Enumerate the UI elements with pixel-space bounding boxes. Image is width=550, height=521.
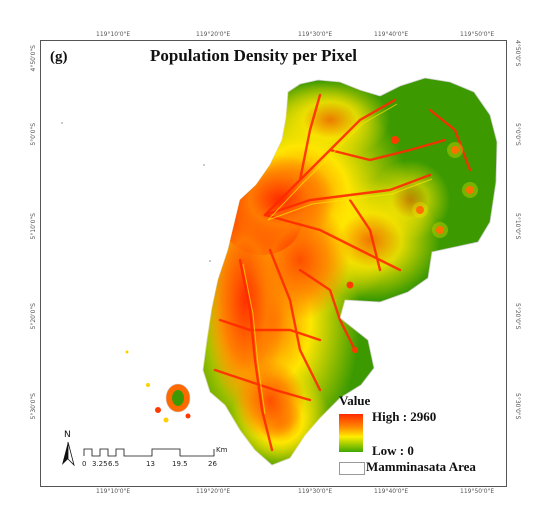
north-label: N bbox=[64, 430, 71, 440]
small-islands bbox=[61, 122, 211, 423]
bottom-tick-5: 119°50'0"E bbox=[460, 488, 495, 495]
top-tick-4: 119°40'0"E bbox=[374, 31, 409, 38]
scale-label-4: 19.5 bbox=[172, 460, 188, 468]
legend-area-label: Mamminasata Area bbox=[366, 459, 476, 474]
scale-label-0: 0 bbox=[82, 460, 87, 468]
legend-low-label: Low : 0 bbox=[372, 443, 414, 458]
right-tick-5: 5°30'0"S bbox=[514, 393, 521, 420]
top-tick-1: 119°10'0"E bbox=[96, 31, 131, 38]
legend-area-swatch bbox=[339, 462, 365, 475]
right-tick-3: 5°10'0"S bbox=[514, 213, 521, 240]
legend-high-label: High : 2960 bbox=[372, 409, 437, 424]
panel-label: (g) bbox=[50, 49, 68, 65]
north-arrow-icon bbox=[62, 441, 75, 467]
right-tick-4: 5°20'0"S bbox=[514, 303, 521, 330]
scale-label-3: 13 bbox=[146, 460, 155, 468]
bottom-tick-3: 119°30'0"E bbox=[298, 488, 333, 495]
legend-title: Value bbox=[339, 393, 371, 408]
map-title: Population Density per Pixel bbox=[150, 46, 357, 65]
right-tick-1: 4°50'0"S bbox=[514, 40, 521, 67]
scale-label-1: 3.25 bbox=[92, 460, 108, 468]
scale-label-5: 26 bbox=[208, 460, 217, 468]
top-tick-2: 119°20'0"E bbox=[196, 31, 231, 38]
top-tick-3: 119°30'0"E bbox=[298, 31, 333, 38]
scale-bar bbox=[83, 448, 215, 457]
right-tick-2: 5°0'0"S bbox=[514, 123, 521, 146]
top-tick-5: 119°50'0"E bbox=[460, 31, 495, 38]
bottom-tick-4: 119°40'0"E bbox=[374, 488, 409, 495]
legend-color-ramp bbox=[339, 414, 363, 452]
scale-label-2: 6.5 bbox=[108, 460, 120, 468]
bottom-tick-2: 119°20'0"E bbox=[196, 488, 231, 495]
scale-unit: Km bbox=[216, 446, 228, 454]
bottom-tick-1: 119°10'0"E bbox=[96, 488, 131, 495]
